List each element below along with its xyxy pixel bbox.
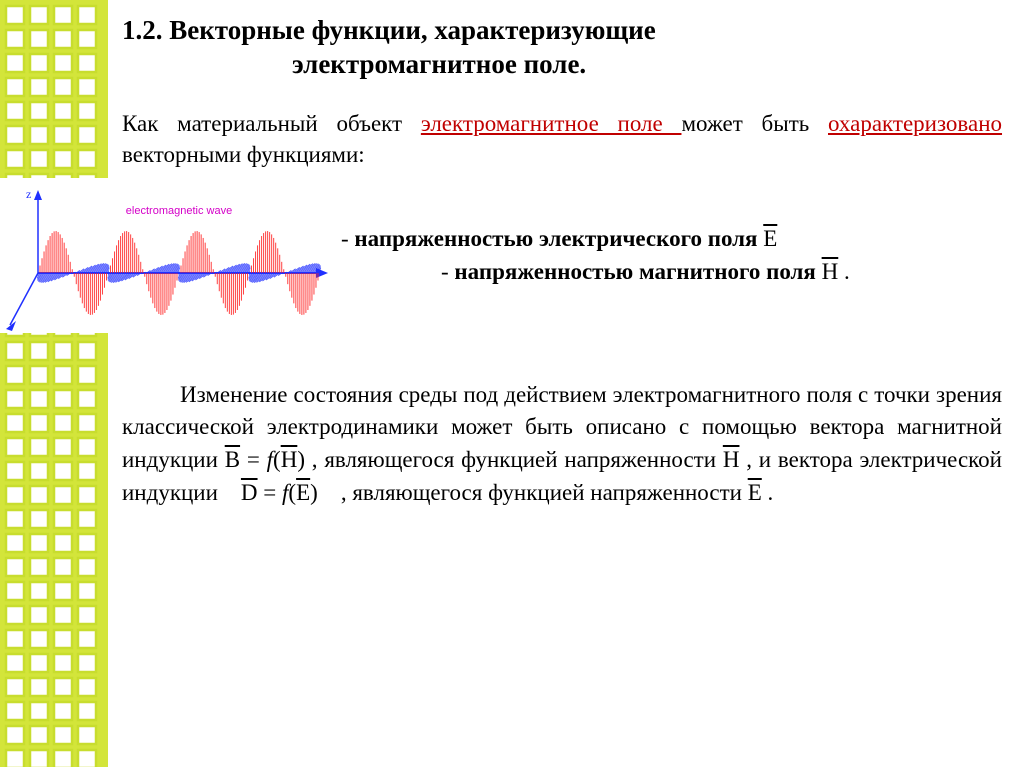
body-paragraph: Изменение состояния среды под действием … [122, 379, 1002, 510]
intro-post: векторными функциями: [122, 142, 365, 167]
eq1-arg: H [281, 447, 298, 472]
body-sym-h: H [723, 447, 740, 472]
slide: 1.2. Векторные функции, характеризующие … [0, 0, 1024, 767]
eq2: D = f(E) [241, 480, 318, 505]
title-line2: электромагнитное поле. [122, 48, 1002, 82]
intro-mid: может быть [681, 111, 828, 136]
eq1-eq: = [240, 447, 267, 472]
section-number: 1.2. [122, 15, 163, 45]
symbol-e: E [763, 226, 777, 251]
vector-h-label: напряженностью магнитного поля [454, 259, 821, 284]
body-text-e: . [762, 480, 774, 505]
list-dash-2: - [441, 259, 454, 284]
body-text-d: , являющегося функцией напряженности [335, 480, 748, 505]
symbol-h: H [822, 259, 839, 284]
wave-and-list-row: z electromagnetic wave - напряженностью э… [0, 178, 1002, 333]
content-area: 1.2. Векторные функции, характеризующие … [122, 14, 1002, 509]
intro-highlight-2: охарактеризовано [828, 111, 1002, 136]
intro-highlight-1: электромагнитное поле [421, 111, 682, 136]
section-title: 1.2. Векторные функции, характеризующие … [122, 14, 1002, 82]
eq2-arg: E [296, 480, 310, 505]
title-line1: Векторные функции, характеризующие [169, 15, 655, 45]
eq2-lhs: D [241, 480, 258, 505]
vector-e-label: напряженностью электрического поля [354, 226, 763, 251]
eq1-f: f [267, 447, 273, 472]
eq2-f: f [282, 480, 288, 505]
intro-pre: Как материальный объект [122, 111, 421, 136]
svg-text:electromagnetic wave: electromagnetic wave [126, 205, 232, 217]
eq1: B = f(H) [225, 447, 305, 472]
intro-paragraph: Как материальный объект электромагнитное… [122, 108, 1002, 170]
decorative-border [0, 0, 108, 767]
body-text-b: , являющегося функцией напряженности [305, 447, 723, 472]
vector-list: - напряженностью электрического поля E -… [335, 222, 1002, 289]
body-sym-e: E [748, 480, 762, 505]
list-period: . [838, 259, 850, 284]
em-wave-diagram: z electromagnetic wave [0, 178, 335, 333]
eq1-lhs: B [225, 447, 240, 472]
svg-text:z: z [26, 187, 31, 201]
list-dash-1: - [341, 226, 354, 251]
eq2-eq: = [258, 480, 282, 505]
